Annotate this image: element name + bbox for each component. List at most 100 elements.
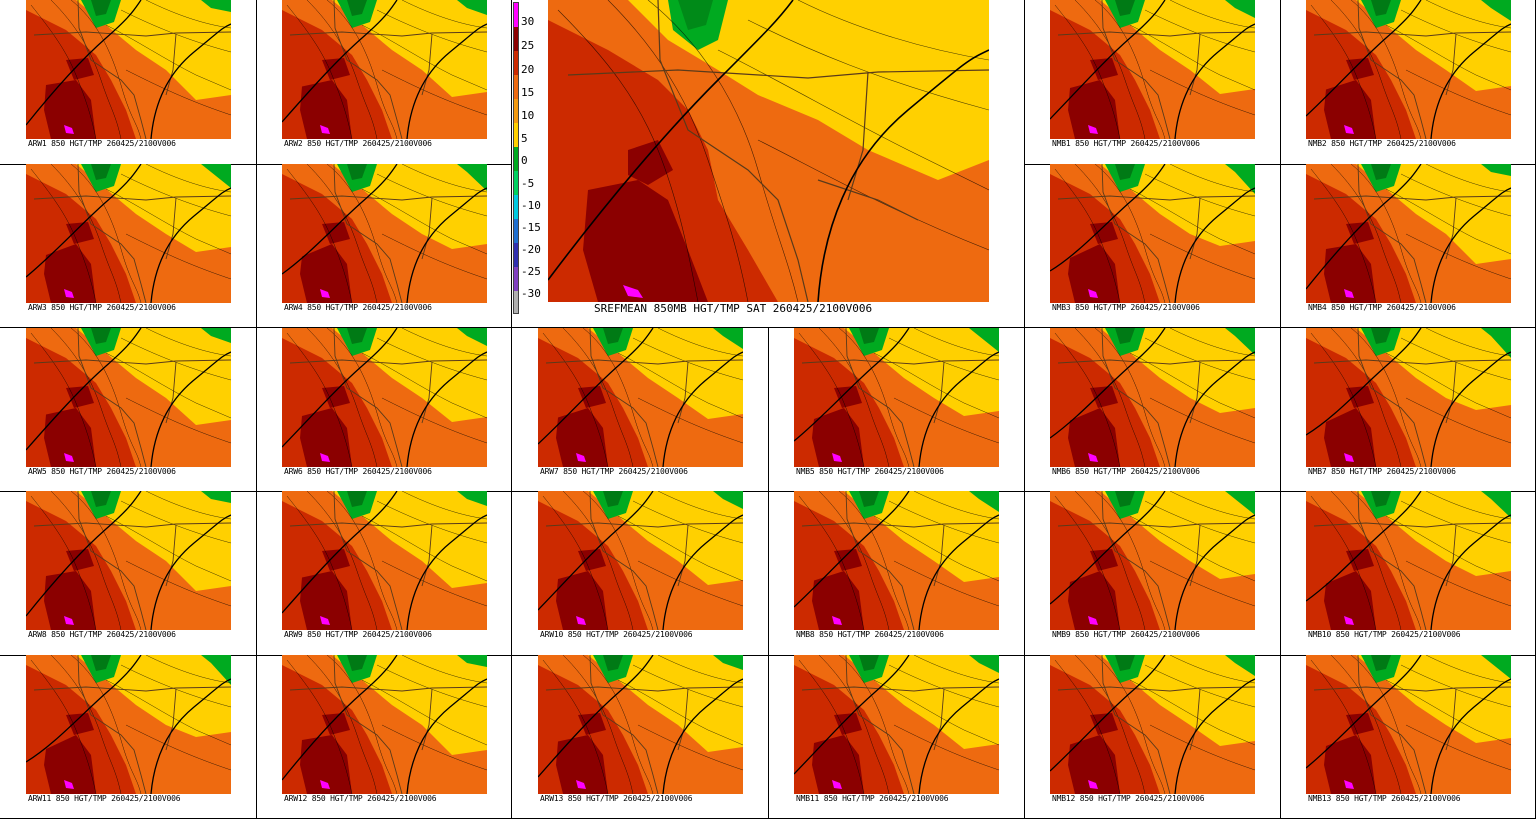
member-map-caption: ARW1 850 HGT/TMP 260425/2100V006	[28, 139, 176, 148]
member-map-graphic	[1306, 655, 1511, 794]
temperature-color-scale: 30 25 20 15 10 5 0 -5 -10 -15 -20 -25 -3…	[513, 2, 547, 314]
scale-label: 25	[521, 39, 535, 52]
member-map	[1050, 491, 1255, 630]
member-map-graphic	[282, 164, 487, 303]
grid-divider	[1280, 0, 1281, 819]
member-map-graphic	[282, 655, 487, 794]
member-map-graphic	[1306, 328, 1511, 467]
member-map-caption: ARW13 850 HGT/TMP 260425/2100V006	[540, 794, 693, 803]
member-map-graphic	[1306, 0, 1511, 139]
member-map-caption: ARW3 850 HGT/TMP 260425/2100V006	[28, 303, 176, 312]
member-map-caption: NMB10 850 HGT/TMP 260425/2100V006	[1308, 630, 1461, 639]
member-map-graphic	[282, 328, 487, 467]
member-map	[26, 655, 231, 794]
member-map	[26, 164, 231, 303]
member-map	[538, 655, 743, 794]
member-map	[794, 328, 999, 467]
member-map-graphic	[26, 491, 231, 630]
scale-swatch	[514, 147, 518, 171]
color-scale-swatches	[514, 3, 518, 313]
member-map	[282, 164, 487, 303]
member-map-graphic	[794, 491, 999, 630]
scale-label: 5	[521, 132, 528, 145]
member-map-graphic	[1050, 491, 1255, 630]
member-map-caption: NMB4 850 HGT/TMP 260425/2100V006	[1308, 303, 1456, 312]
member-map-graphic	[26, 0, 231, 139]
member-map-graphic	[26, 655, 231, 794]
grid-divider	[511, 0, 512, 819]
member-map-caption: NMB2 850 HGT/TMP 260425/2100V006	[1308, 139, 1456, 148]
scale-label: -20	[521, 243, 541, 256]
member-map-graphic	[538, 328, 743, 467]
member-map	[26, 491, 231, 630]
member-map-graphic	[538, 655, 743, 794]
grid-divider	[1024, 0, 1025, 819]
grid-divider	[0, 164, 511, 165]
member-map-caption: ARW6 850 HGT/TMP 260425/2100V006	[284, 467, 432, 476]
color-scale-bar	[513, 2, 519, 314]
member-map	[1050, 0, 1255, 139]
scale-label: -10	[521, 199, 541, 212]
member-map	[1306, 164, 1511, 303]
grid-divider	[256, 0, 257, 819]
main-mean-map	[548, 0, 989, 302]
member-map-caption: NMB3 850 HGT/TMP 260425/2100V006	[1052, 303, 1200, 312]
member-map	[1050, 164, 1255, 303]
member-map-caption: NMB12 850 HGT/TMP 260425/2100V006	[1052, 794, 1205, 803]
member-map	[538, 328, 743, 467]
scale-swatch	[514, 291, 518, 313]
member-map-caption: ARW11 850 HGT/TMP 260425/2100V006	[28, 794, 181, 803]
member-map	[1050, 655, 1255, 794]
scale-swatch	[514, 27, 518, 51]
member-map-caption: NMB1 850 HGT/TMP 260425/2100V006	[1052, 139, 1200, 148]
member-map-graphic	[1050, 655, 1255, 794]
member-map	[1306, 655, 1511, 794]
scale-label: -30	[521, 287, 541, 300]
member-map	[26, 0, 231, 139]
member-map-graphic	[282, 0, 487, 139]
grid-divider	[0, 655, 1536, 656]
scale-swatch	[514, 99, 518, 123]
member-map-caption: ARW7 850 HGT/TMP 260425/2100V006	[540, 467, 688, 476]
member-map-caption: NMB9 850 HGT/TMP 260425/2100V006	[1052, 630, 1200, 639]
member-map-caption: ARW2 850 HGT/TMP 260425/2100V006	[284, 139, 432, 148]
member-map-graphic	[282, 491, 487, 630]
member-map-caption: ARW10 850 HGT/TMP 260425/2100V006	[540, 630, 693, 639]
member-map	[1306, 328, 1511, 467]
scale-label: 0	[521, 154, 528, 167]
grid-divider	[768, 327, 769, 819]
member-map	[282, 0, 487, 139]
scale-swatch	[514, 51, 518, 75]
scale-swatch	[514, 171, 518, 195]
grid-divider	[0, 327, 1536, 328]
member-map-graphic	[26, 328, 231, 467]
member-map-caption: ARW8 850 HGT/TMP 260425/2100V006	[28, 630, 176, 639]
member-map	[26, 328, 231, 467]
member-map	[1306, 491, 1511, 630]
member-map-caption: NMB11 850 HGT/TMP 260425/2100V006	[796, 794, 949, 803]
scale-label: 10	[521, 109, 535, 122]
member-map-graphic	[1306, 164, 1511, 303]
member-map-caption: ARW12 850 HGT/TMP 260425/2100V006	[284, 794, 437, 803]
member-map-graphic	[1306, 491, 1511, 630]
scale-swatch	[514, 219, 518, 243]
member-map-caption: NMB6 850 HGT/TMP 260425/2100V006	[1052, 467, 1200, 476]
member-map-graphic	[538, 491, 743, 630]
member-map-caption: ARW9 850 HGT/TMP 260425/2100V006	[284, 630, 432, 639]
scale-swatch	[514, 267, 518, 291]
member-map-caption: NMB7 850 HGT/TMP 260425/2100V006	[1308, 467, 1456, 476]
member-map	[794, 491, 999, 630]
scale-swatch	[514, 123, 518, 147]
scale-label: 30	[521, 15, 535, 28]
scale-label: -15	[521, 221, 541, 234]
member-map	[1306, 0, 1511, 139]
member-map-graphic	[1050, 0, 1255, 139]
member-map-graphic	[794, 328, 999, 467]
scale-label: 20	[521, 63, 535, 76]
member-map-caption: NMB5 850 HGT/TMP 260425/2100V006	[796, 467, 944, 476]
member-map-graphic	[1050, 164, 1255, 303]
member-map-graphic	[794, 655, 999, 794]
scale-swatch	[514, 195, 518, 219]
member-map	[282, 491, 487, 630]
member-map-graphic	[26, 164, 231, 303]
